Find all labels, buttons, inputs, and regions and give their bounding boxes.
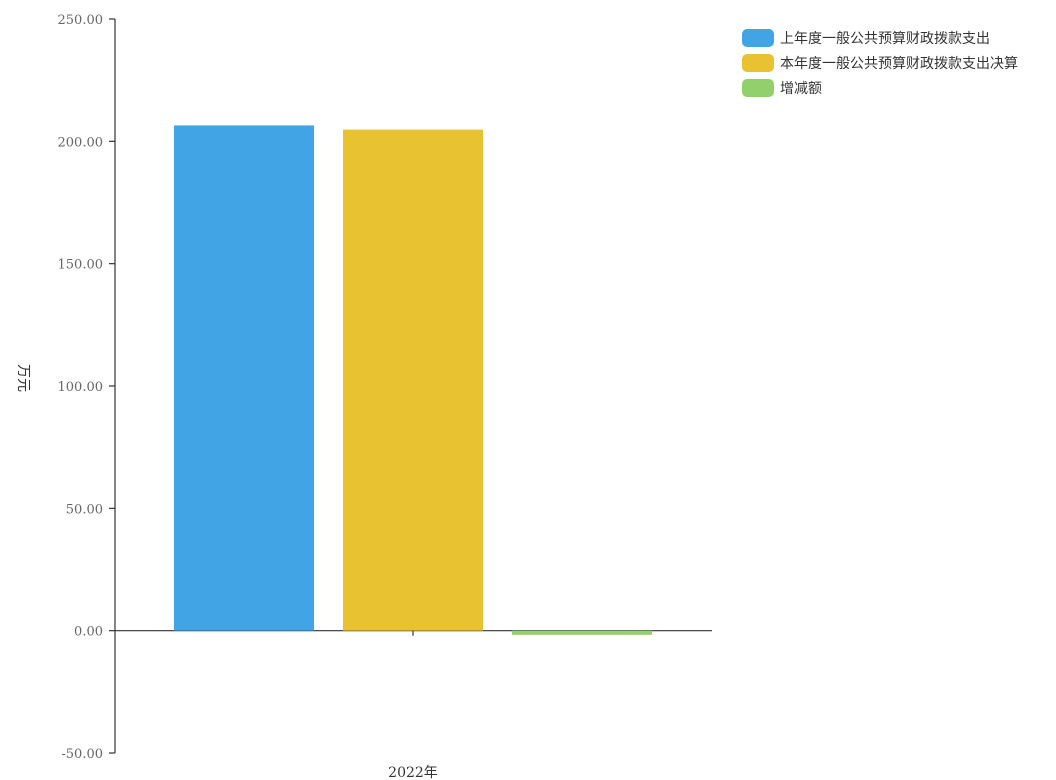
y-tick-label: 250.00 [58, 13, 104, 28]
y-axis-ticks: -50.00 0.00 50.00 100.00 150.00 200.00 250.00 [58, 13, 115, 762]
y-tick-label: 100.00 [58, 380, 104, 395]
legend: 上年度一般公共预算财政拨款支出本年度一般公共预算财政拨款支出决算 增减额 [742, 26, 1054, 101]
legend-item-1[interactable]: 上年度一般公共预算财政拨款支出 [742, 26, 1054, 50]
y-tick-label: 50.00 [66, 502, 103, 517]
legend-swatch [742, 29, 774, 47]
legend-label: 本年度一般公共预算财政拨款支出决算 [780, 56, 1018, 72]
legend-label: 上年度一般公共预算财政拨款支出 [780, 31, 990, 47]
x-tick-label: 2022年 [388, 765, 438, 780]
y-tick-label: -50.00 [61, 747, 103, 762]
bar-3[interactable] [512, 630, 652, 635]
legend-label: 增减额 [780, 81, 822, 97]
y-tick-label: 0.00 [74, 625, 103, 640]
legend-swatch [742, 54, 774, 72]
bars [174, 125, 652, 635]
bar-1[interactable] [174, 125, 314, 631]
legend-item-2[interactable]: 本年度一般公共预算财政拨款支出决算 [742, 51, 1054, 75]
y-tick-label: 200.00 [58, 135, 104, 150]
bar-2[interactable] [343, 129, 483, 631]
y-tick-label: 150.00 [58, 258, 104, 273]
legend-item-3[interactable]: 增减额 [742, 76, 1054, 100]
y-axis-title: 万元 [15, 364, 31, 392]
x-axis-ticks: 2022年 [388, 630, 438, 780]
legend-swatch [742, 79, 774, 97]
